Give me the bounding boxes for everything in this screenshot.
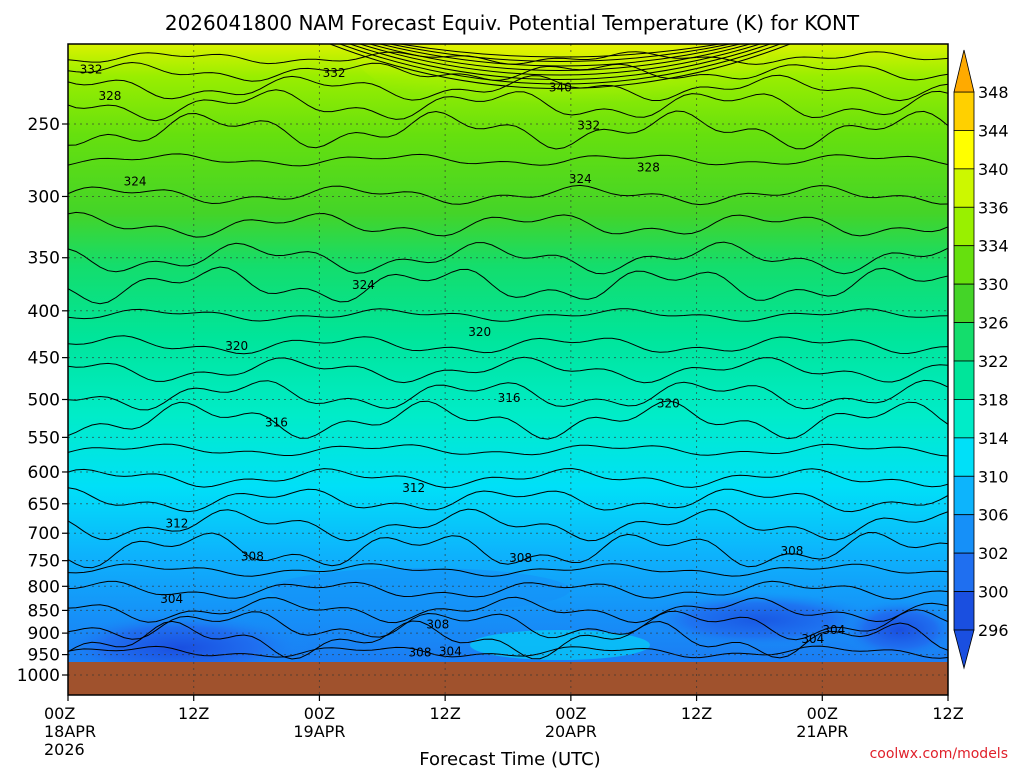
x-tick-date: 18APR — [44, 722, 96, 741]
y-tick-label: 500 — [28, 391, 60, 411]
chart: 2026041800 NAM Forecast Equiv. Potential… — [0, 0, 1024, 768]
colorbar-swatch — [954, 399, 974, 437]
colorbar-max-arrow — [954, 50, 974, 92]
x-tick-date: 20APR — [545, 722, 597, 741]
colorbar-label: 330 — [978, 275, 1009, 294]
y-tick-label: 750 — [28, 552, 60, 572]
colorbar-label: 334 — [978, 237, 1009, 256]
contour-label: 312 — [165, 516, 188, 530]
colorbar-swatch — [954, 92, 974, 130]
colorbar-label: 322 — [978, 352, 1009, 371]
contour-label: 332 — [577, 119, 600, 133]
contour-label: 304 — [439, 645, 462, 659]
colorbar-swatch — [954, 323, 974, 361]
x-tick-date: 21APR — [796, 722, 848, 741]
colorbar-label: 326 — [978, 314, 1009, 333]
colorbar-swatch — [954, 476, 974, 514]
contour-label: 332 — [323, 66, 346, 80]
x-tick-label: 12Z — [178, 704, 209, 723]
contour-label: 320 — [468, 325, 491, 339]
contour-label: 304 — [160, 592, 183, 606]
y-tick-label: 550 — [28, 428, 60, 448]
y-tick-label: 850 — [28, 601, 60, 621]
contour-label: 324 — [569, 172, 592, 186]
ground-surface — [68, 662, 948, 695]
colorbar-swatch — [954, 169, 974, 207]
x-tick-label: 00Z — [44, 704, 75, 723]
contour-label: 308 — [509, 551, 532, 565]
x-tick-label: 00Z — [807, 704, 838, 723]
contour-label: 332 — [80, 63, 103, 77]
contour-label: 320 — [225, 339, 248, 353]
x-tick-label: 12Z — [429, 704, 460, 723]
contour-label: 304 — [801, 632, 824, 646]
colorbar-label: 306 — [978, 506, 1009, 525]
contour-label: 308 — [426, 618, 449, 632]
y-tick-label: 1000 — [17, 666, 60, 686]
x-tick-label: 00Z — [304, 704, 335, 723]
colorbar-label: 336 — [978, 198, 1009, 217]
x-tick-label: 12Z — [932, 704, 963, 723]
x-tick-year: 2026 — [44, 740, 85, 759]
colorbar-label: 344 — [978, 121, 1009, 140]
contour-label: 308 — [780, 544, 803, 558]
contour-label: 324 — [124, 175, 147, 189]
contour-label: 308 — [409, 646, 432, 660]
colorbar-label: 318 — [978, 390, 1009, 409]
colorbar-swatch — [954, 130, 974, 168]
colorbar-label: 296 — [978, 621, 1009, 640]
y-tick-label: 900 — [28, 624, 60, 644]
y-tick-label: 450 — [28, 349, 60, 369]
plot-field — [50, 0, 960, 695]
colorbar-swatch — [954, 515, 974, 553]
contour-label: 308 — [241, 549, 264, 563]
chart-title: 2026041800 NAM Forecast Equiv. Potential… — [165, 11, 860, 35]
colorbar-label: 310 — [978, 467, 1009, 486]
y-tick-label: 700 — [28, 524, 60, 544]
y-tick-label: 600 — [28, 463, 60, 483]
colorbar-swatch — [954, 553, 974, 591]
x-tick-date: 19APR — [293, 722, 345, 741]
contour-label: 304 — [822, 623, 845, 637]
colorbar-label: 302 — [978, 544, 1009, 563]
colorbar-swatch — [954, 284, 974, 322]
y-tick-label: 300 — [28, 187, 60, 207]
y-tick-label: 950 — [28, 646, 60, 666]
colorbar-swatch — [954, 361, 974, 399]
credit-text: coolwx.com/models — [870, 746, 1008, 762]
colorbar-min-arrow — [954, 630, 974, 668]
contour-label: 328 — [637, 161, 660, 175]
contour-label: 328 — [98, 89, 121, 103]
contour-label: 316 — [498, 391, 521, 405]
y-tick-label: 400 — [28, 302, 60, 322]
contour-label: 324 — [352, 278, 375, 292]
y-tick-label: 250 — [28, 115, 60, 135]
y-tick-label: 350 — [28, 249, 60, 269]
colorbar-label: 314 — [978, 429, 1009, 448]
contour-label: 312 — [402, 481, 425, 495]
x-tick-label: 00Z — [555, 704, 586, 723]
colorbar-swatch — [954, 207, 974, 245]
contour-label: 340 — [549, 80, 572, 94]
contour-label: 316 — [265, 416, 288, 430]
y-tick-label: 650 — [28, 495, 60, 515]
colorbar-swatch — [954, 246, 974, 284]
colorbar-label: 348 — [978, 83, 1009, 102]
colorbar-label: 300 — [978, 583, 1009, 602]
x-axis-label: Forecast Time (UTC) — [419, 749, 600, 768]
x-tick-label: 12Z — [681, 704, 712, 723]
colorbar-swatch — [954, 438, 974, 476]
y-tick-label: 800 — [28, 577, 60, 597]
contour-label: 320 — [657, 396, 680, 410]
colorbar-label: 340 — [978, 160, 1009, 179]
colorbar-swatch — [954, 592, 974, 630]
